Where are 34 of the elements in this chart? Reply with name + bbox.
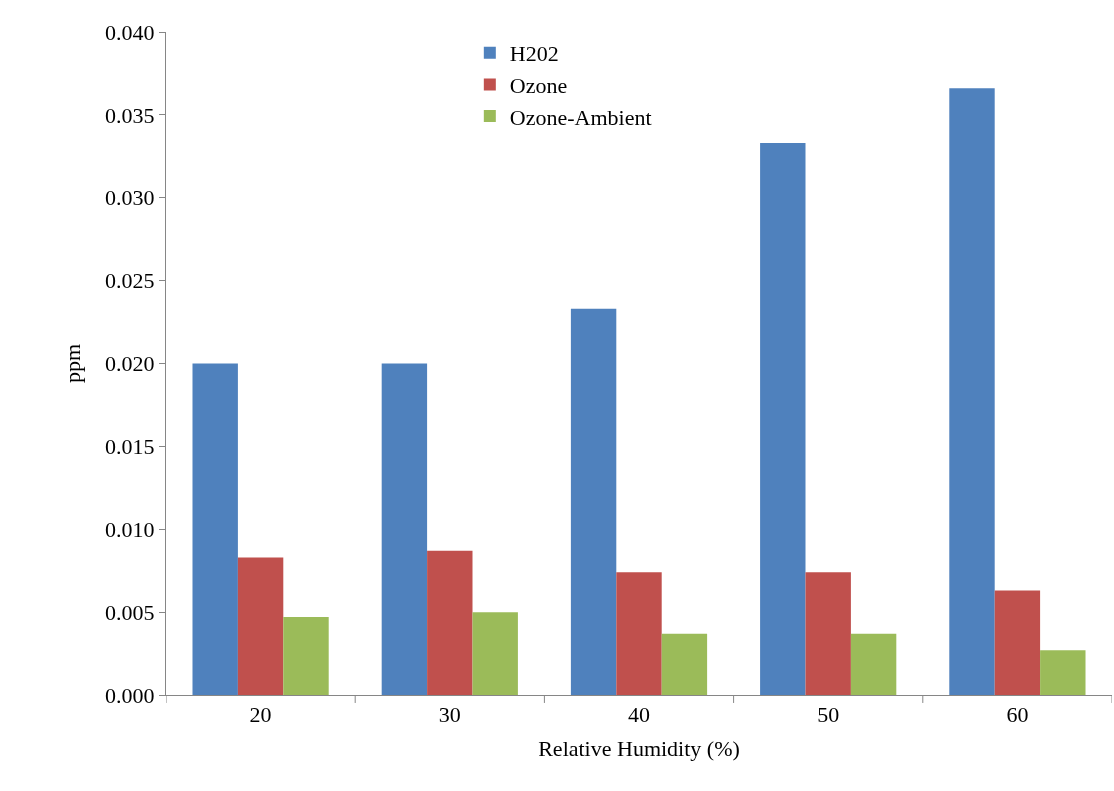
y-tick-label: 0.030 (105, 185, 155, 211)
x-tick-label: 30 (438, 702, 461, 728)
bar (283, 617, 329, 695)
bar (949, 88, 995, 695)
bar (381, 363, 428, 695)
legend-label: Ozone-Ambient (509, 104, 652, 130)
y-tick-label: 0.035 (105, 102, 155, 128)
y-tick-label: 0.040 (105, 19, 155, 45)
bar (1040, 650, 1086, 695)
bar (192, 363, 238, 695)
y-tick-label: 0.000 (105, 682, 155, 708)
bar (994, 590, 1041, 695)
bar (760, 143, 806, 695)
y-axis-title: ppm (59, 343, 85, 384)
y-tick-label: 0.015 (105, 434, 155, 460)
x-tick-label: 20 (249, 702, 272, 728)
x-axis-title: Relative Humidity (%) (538, 736, 740, 762)
y-tick-label: 0.020 (105, 351, 155, 377)
bar (850, 633, 897, 695)
legend-label: H202 (509, 41, 559, 67)
bar (805, 572, 851, 695)
y-tick-label: 0.005 (105, 599, 155, 625)
bar (616, 572, 662, 695)
bar (472, 612, 518, 695)
x-tick-label: 40 (628, 702, 650, 728)
y-tick-label: 0.010 (105, 516, 155, 542)
x-tick-label: 50 (817, 702, 840, 728)
x-tick-label: 60 (1006, 702, 1029, 728)
y-tick-label: 0.025 (105, 268, 155, 294)
bar (237, 557, 284, 695)
legend-label: Ozone (509, 72, 568, 98)
bar (661, 633, 708, 695)
bar (570, 308, 617, 695)
bar (427, 550, 473, 695)
